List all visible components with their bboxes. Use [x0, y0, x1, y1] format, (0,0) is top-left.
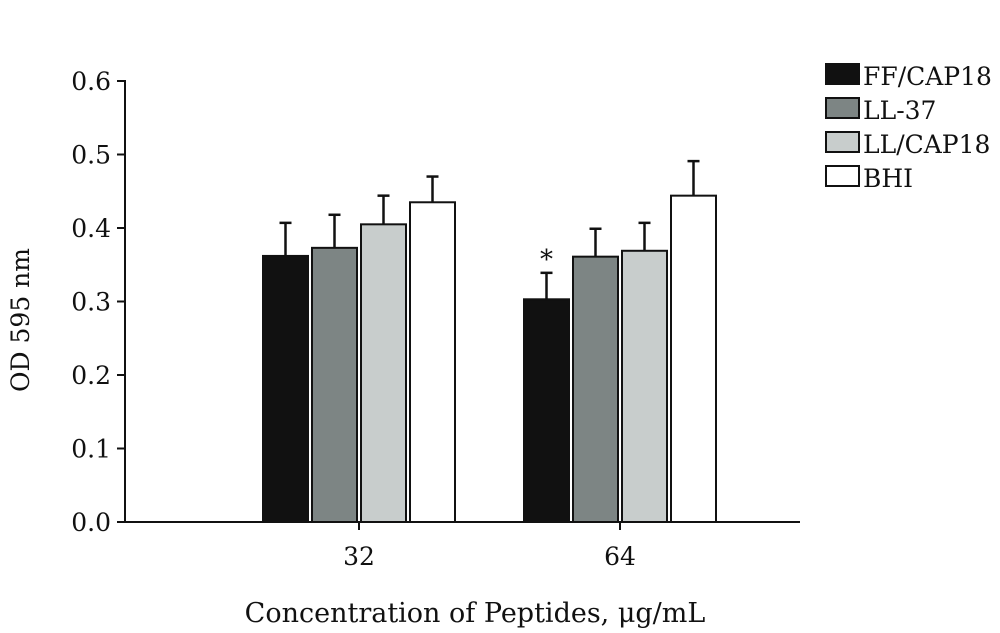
- y-tick-label: 0.2: [71, 361, 111, 390]
- y-tick-label: 0.4: [71, 214, 111, 243]
- legend-swatch: [825, 97, 860, 119]
- bar: [621, 249, 668, 523]
- legend-label: FF/CAP18: [863, 62, 992, 91]
- bar: [572, 255, 619, 523]
- error-bars: [279, 159, 700, 300]
- y-tick-label: 0.6: [71, 67, 111, 96]
- x-axis-label: Concentration of Peptides, μg/mL: [245, 598, 706, 629]
- bar: [670, 194, 717, 523]
- bar: [311, 246, 358, 523]
- x-tick-label: 64: [604, 542, 636, 571]
- legend-label: LL/CAP18: [863, 130, 990, 159]
- bar: [360, 223, 407, 523]
- bar: [523, 298, 570, 524]
- bar: [409, 201, 456, 523]
- legend-label: LL-37: [863, 96, 936, 125]
- bars: [262, 194, 717, 524]
- y-tick-label: 0.0: [71, 508, 111, 537]
- y-tick-label: 0.5: [71, 141, 111, 170]
- legend-label: BHI: [863, 164, 913, 193]
- y-tick-label: 0.1: [71, 435, 111, 464]
- y-tick-label: 0.3: [71, 288, 111, 317]
- tick-labels: 0.0 0.1 0.2 0.3 0.4 0.5 0.6 32 64 *: [71, 67, 636, 571]
- significance-marker: *: [540, 245, 553, 275]
- legend-swatch: [825, 165, 860, 187]
- y-axis-label: OD 595 nm: [6, 248, 35, 392]
- x-tick-label: 32: [343, 542, 375, 571]
- legend-swatch: [825, 131, 860, 153]
- legend-swatch: [825, 63, 860, 85]
- bar: [262, 254, 309, 523]
- legend: FF/CAP18 LL-37 LL/CAP18 BHI: [825, 62, 992, 193]
